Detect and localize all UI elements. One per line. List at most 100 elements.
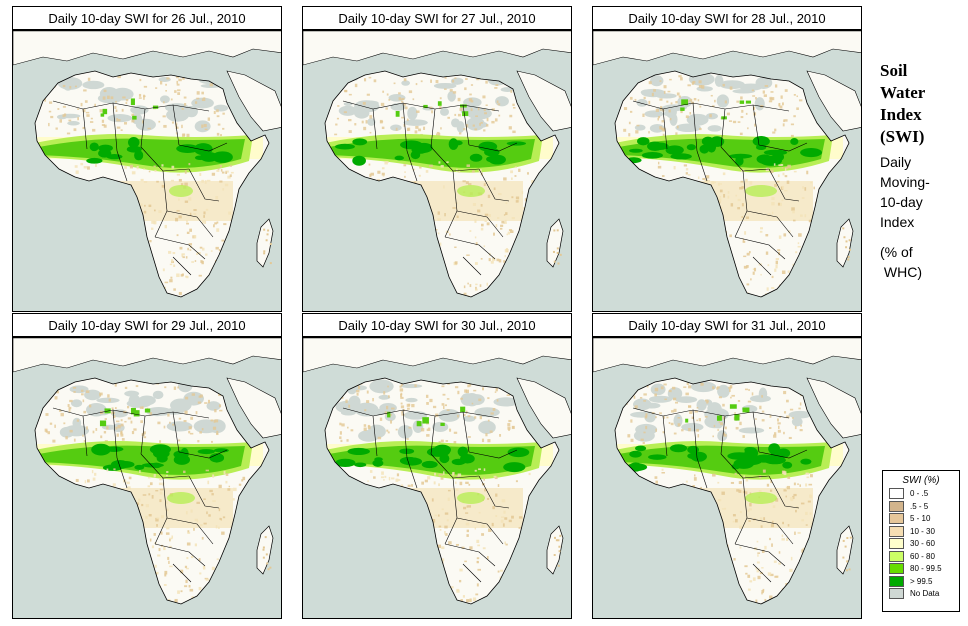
panel-title: Daily 10-day SWI for 27 Jul., 2010 <box>302 6 572 30</box>
country-border <box>372 108 378 150</box>
legend-label: 10 - 30 <box>910 526 935 536</box>
country-border <box>166 517 214 545</box>
arabia-landmass <box>516 377 571 439</box>
country-border <box>188 475 220 509</box>
arabia-landmass <box>806 70 861 132</box>
swi-field <box>615 72 843 297</box>
legend-label: 60 - 80 <box>910 551 935 561</box>
africa-map-svg <box>303 31 571 311</box>
europe-landmass <box>13 338 281 373</box>
country-border <box>692 409 698 459</box>
coastline <box>324 70 560 298</box>
legend-swatch <box>889 488 904 499</box>
country-border <box>752 104 760 146</box>
country-border <box>406 150 418 182</box>
country-border <box>746 517 794 545</box>
panel-title: Daily 10-day SWI for 26 Jul., 2010 <box>12 6 282 30</box>
country-border <box>178 142 228 152</box>
europe-landmass <box>303 338 571 373</box>
side-subtitle: Daily Moving- 10-day Index <box>880 152 964 232</box>
country-border <box>746 210 794 238</box>
swi-map <box>302 337 572 619</box>
country-border <box>758 449 808 459</box>
country-border <box>758 142 808 152</box>
swi-map <box>302 30 572 312</box>
country-border <box>752 411 760 453</box>
europe-landmass <box>13 31 281 66</box>
side-title-line: (SWI) <box>880 127 925 146</box>
country-border <box>734 543 786 567</box>
legend-label: 0 - .5 <box>910 489 929 498</box>
arabia-landmass <box>806 377 861 439</box>
map-panel: Daily 10-day SWI for 27 Jul., 2010 <box>302 6 574 312</box>
country-border <box>462 411 470 453</box>
europe-landmass <box>593 31 861 66</box>
country-border <box>140 108 146 148</box>
legend-item: .5 - 5 <box>883 500 959 514</box>
coastline <box>614 70 850 298</box>
arabia-landmass <box>226 377 281 439</box>
coastline <box>324 377 560 605</box>
side-title-line: Water <box>880 83 926 102</box>
country-border <box>720 108 726 148</box>
country-border <box>696 457 708 489</box>
side-sub-line: 10-day <box>880 194 923 210</box>
country-border <box>172 104 180 146</box>
legend-item: No Data <box>883 588 959 601</box>
legend-item: 60 - 80 <box>883 550 959 564</box>
legend-swatch <box>889 538 904 549</box>
swi-map <box>12 337 282 619</box>
country-border <box>166 210 214 238</box>
madagascar <box>546 525 564 575</box>
legend-label: 5 - 10 <box>910 514 931 523</box>
country-border <box>342 100 500 112</box>
panel-title: Daily 10-day SWI for 29 Jul., 2010 <box>12 313 282 337</box>
country-border <box>456 210 504 238</box>
country-border <box>172 411 180 453</box>
country-border <box>468 142 518 152</box>
country-border <box>662 108 668 150</box>
africa-map-svg <box>303 338 571 618</box>
swi-map <box>12 30 282 312</box>
legend-item: 10 - 30 <box>883 525 959 539</box>
country-border <box>82 108 88 150</box>
country-border <box>444 236 496 260</box>
legend-label: 80 - 99.5 <box>910 564 942 573</box>
country-border <box>692 102 698 152</box>
arabia-landmass <box>226 70 281 132</box>
country-border <box>768 168 800 202</box>
legend: SWI (%) 0 - .5 .5 - 5 5 - 10 10 - 30 30 - 60… <box>882 470 960 612</box>
legend-swatch <box>889 588 904 599</box>
legend-item: 5 - 10 <box>883 513 959 526</box>
country-border <box>154 236 206 260</box>
map-panel: Daily 10-day SWI for 30 Jul., 2010 <box>302 313 574 619</box>
swi-map <box>592 337 862 619</box>
madagascar <box>546 218 564 268</box>
country-border <box>52 407 210 419</box>
side-title-line: Soil <box>880 61 908 80</box>
country-border <box>406 457 418 489</box>
legend-item: 80 - 99.5 <box>883 563 959 576</box>
africa-map-svg <box>593 338 861 618</box>
country-border <box>82 415 88 457</box>
africa-map-svg <box>13 31 281 311</box>
map-panel: Daily 10-day SWI for 28 Jul., 2010 <box>592 6 864 312</box>
country-border <box>462 104 470 146</box>
swi-map <box>592 30 862 312</box>
country-border <box>188 168 220 202</box>
africa-map-svg <box>593 31 861 311</box>
legend-swatch <box>889 563 904 574</box>
country-border <box>140 415 146 455</box>
country-border <box>662 415 668 457</box>
country-border <box>112 102 118 152</box>
country-border <box>768 475 800 509</box>
legend-swatch <box>889 525 904 537</box>
side-units-line: (% of <box>880 244 913 260</box>
country-border <box>752 256 772 276</box>
country-border <box>456 517 504 545</box>
legend-swatch <box>889 500 904 512</box>
country-border <box>116 457 128 489</box>
coastline <box>34 70 270 298</box>
country-border <box>444 543 496 567</box>
country-border <box>402 102 408 152</box>
